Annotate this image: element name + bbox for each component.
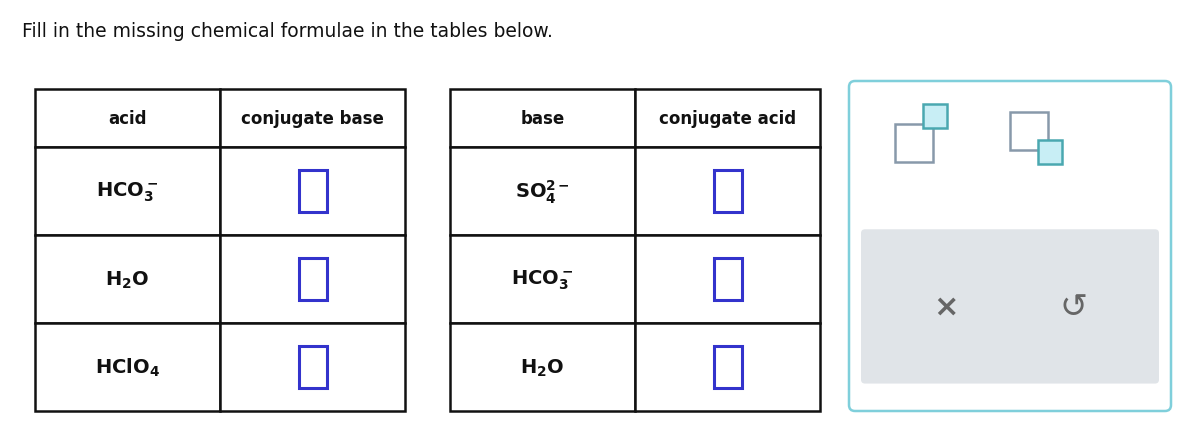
Bar (450, 147, 635, 236)
Bar (1038, 141, 1062, 165)
Bar (220, 147, 406, 236)
Text: conjugate acid: conjugate acid (659, 110, 796, 128)
Text: Fill in the missing chemical formulae in the tables below.: Fill in the missing chemical formulae in… (22, 22, 553, 41)
Bar (714, 258, 742, 300)
Bar (220, 323, 406, 411)
Bar (635, 323, 820, 411)
Text: $\mathbf{HCO_3^-}$: $\mathbf{HCO_3^-}$ (96, 180, 158, 203)
Bar (895, 125, 934, 163)
Text: acid: acid (108, 110, 146, 128)
Bar (299, 171, 326, 212)
Text: ↺: ↺ (1060, 290, 1087, 323)
FancyBboxPatch shape (850, 82, 1171, 411)
Text: $\mathbf{H_2O}$: $\mathbf{H_2O}$ (521, 356, 564, 378)
Bar (450, 236, 635, 323)
Bar (299, 346, 326, 388)
FancyBboxPatch shape (862, 230, 1159, 384)
Bar (35, 323, 220, 411)
Text: $\mathbf{SO_4^{2-}}$: $\mathbf{SO_4^{2-}}$ (515, 178, 570, 205)
Bar (635, 236, 820, 323)
Bar (714, 171, 742, 212)
Bar (923, 105, 947, 129)
Bar (299, 258, 326, 300)
Text: ×: × (934, 292, 959, 321)
Text: $\mathbf{HClO_4}$: $\mathbf{HClO_4}$ (95, 356, 160, 378)
Bar (35, 147, 220, 236)
Text: conjugate base: conjugate base (241, 110, 384, 128)
Bar (35, 236, 220, 323)
Text: base: base (521, 110, 565, 128)
Bar (635, 90, 820, 147)
Text: $\mathbf{H_2O}$: $\mathbf{H_2O}$ (106, 269, 150, 290)
Bar (714, 346, 742, 388)
Bar (220, 236, 406, 323)
Bar (220, 90, 406, 147)
Bar (635, 147, 820, 236)
Bar (450, 323, 635, 411)
Text: $\mathbf{HCO_3^-}$: $\mathbf{HCO_3^-}$ (511, 267, 574, 291)
Bar (1010, 113, 1048, 150)
Bar (35, 90, 220, 147)
Bar (450, 90, 635, 147)
